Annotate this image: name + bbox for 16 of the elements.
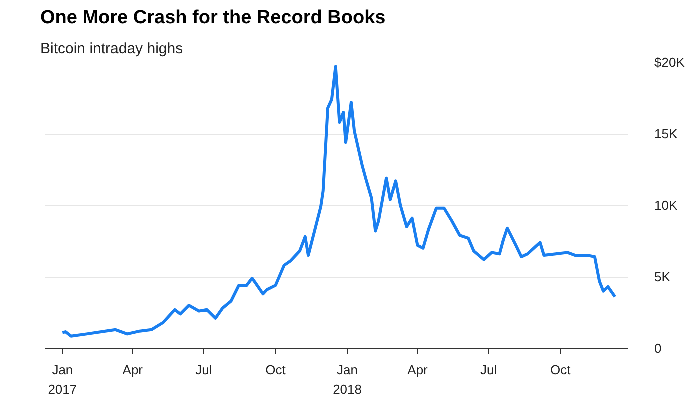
- y-tick-label: 0: [654, 341, 662, 356]
- chart-subtitle: Bitcoin intraday highs: [40, 40, 184, 58]
- line-series: [61, 65, 617, 338]
- y-tick-label: 10K: [654, 198, 678, 213]
- x-tick-label: Jan 2017: [48, 362, 78, 397]
- y-tick-label: 5K: [654, 270, 671, 284]
- y-tick-label: $20K: [654, 55, 686, 70]
- x-tick-label: Jan 2018: [333, 362, 362, 397]
- x-tick-label: Apr: [408, 362, 429, 378]
- x-tick-label: Jul: [196, 362, 212, 378]
- y-tick-label: 15K: [654, 126, 678, 142]
- x-tick-label: Oct: [550, 362, 572, 378]
- x-tick-label: Oct: [266, 362, 286, 378]
- x-tick-label: Apr: [122, 362, 144, 378]
- x-tick-label: Jul: [480, 362, 498, 378]
- chart-title: One More Crash for the Record Books: [40, 8, 386, 28]
